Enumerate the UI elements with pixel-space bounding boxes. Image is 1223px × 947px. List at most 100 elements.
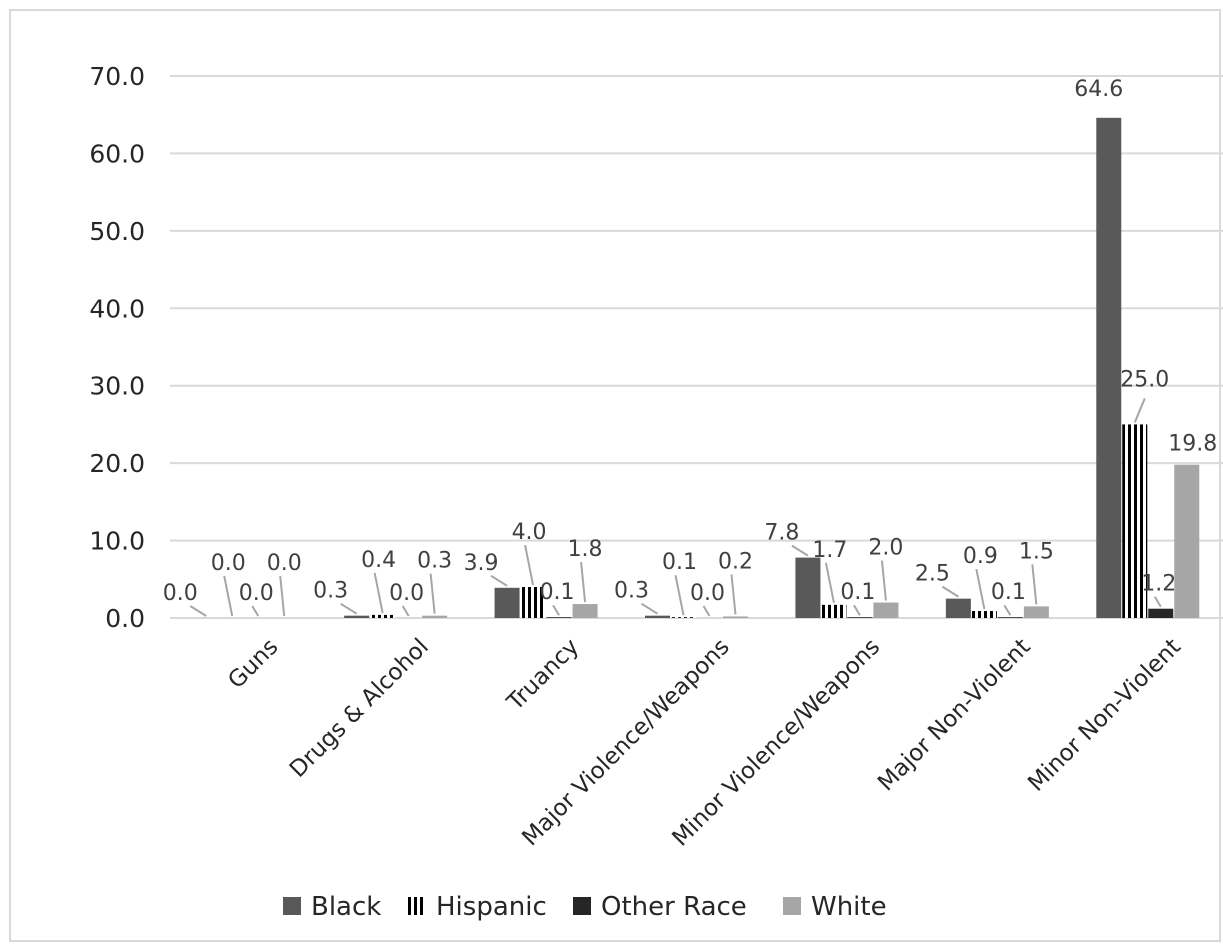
label-leader <box>429 573 436 614</box>
x-tick-label-minor-non-violent: Minor Non-Violent <box>1023 634 1186 797</box>
label-leader <box>640 602 659 615</box>
label-leader <box>490 574 508 587</box>
y-axis-ticks: 0.0 10.0 20.0 30.0 40.0 50.0 60.0 70.0 <box>89 62 145 633</box>
data-label-hispanic-minor-non-violent: 25.0 <box>1120 367 1169 392</box>
data-label-hispanic-drugs-alcohol: 0.4 <box>361 548 396 573</box>
data-label-black-truancy: 3.9 <box>464 551 499 576</box>
label-leaders <box>189 398 1162 617</box>
bar-other-race-truancy <box>546 617 572 618</box>
x-tick-label-truancy: Truancy <box>502 634 584 716</box>
bar-black-major-violence-weapons <box>645 615 670 618</box>
bars <box>344 117 1200 618</box>
label-leader <box>401 605 410 617</box>
data-label-black-drugs-alcohol: 0.3 <box>313 579 348 604</box>
x-tick-label-guns: Guns <box>223 634 283 694</box>
label-leader <box>1133 398 1146 423</box>
data-label-black-minor-non-violent: 64.6 <box>1074 77 1123 102</box>
label-leader <box>580 561 587 603</box>
label-leader <box>223 575 234 617</box>
y-tick-label: 10.0 <box>89 527 145 556</box>
label-leader <box>853 604 861 616</box>
bar-white-major-violence-weapons <box>723 616 748 618</box>
y-tick-label: 60.0 <box>89 139 145 168</box>
label-leader <box>1153 596 1162 608</box>
data-label-black-guns: 0.0 <box>163 581 198 606</box>
bar-black-major-non-violent <box>945 598 971 618</box>
legend-label-hispanic: Hispanic <box>436 892 547 922</box>
legend: Black Hispanic Other Race White <box>283 892 887 922</box>
bar-white-drugs-alcohol <box>422 615 448 618</box>
bar-other-race-minor-non-violent <box>1148 608 1174 618</box>
bar-black-drugs-alcohol <box>344 615 370 618</box>
bar-hispanic-minor-violence-weapons <box>821 604 847 618</box>
data-label-white-major-non-violent: 1.5 <box>1019 539 1054 564</box>
label-leader <box>279 575 286 617</box>
data-label-other-race-minor-non-violent: 1.2 <box>1141 572 1176 597</box>
data-label-hispanic-guns: 0.0 <box>211 551 246 576</box>
label-leader <box>824 562 835 604</box>
data-label-other-race-guns: 0.0 <box>239 581 274 606</box>
data-label-hispanic-minor-violence-weapons: 1.7 <box>812 538 847 563</box>
gridlines <box>170 75 1223 619</box>
data-label-black-major-non-violent: 2.5 <box>915 562 950 587</box>
data-label-white-minor-non-violent: 19.8 <box>1168 432 1217 457</box>
x-tick-label-drugs-alcohol: Drugs & Alcohol <box>285 634 434 783</box>
bar-white-major-non-violent <box>1023 606 1049 618</box>
label-leader <box>524 544 535 586</box>
data-label-white-major-violence-weapons: 0.2 <box>718 549 753 574</box>
data-labels: 0.0 0.0 0.0 0.0 0.3 0.4 0.0 0.3 3.9 4.0 0.1 1.8 0.3 0… <box>163 77 1218 606</box>
bar-black-truancy <box>494 587 520 618</box>
legend-label-other-race: Other Race <box>601 892 747 922</box>
data-label-black-minor-violence-weapons: 7.8 <box>764 521 799 546</box>
legend-label-white: White <box>811 892 887 922</box>
data-label-other-race-truancy: 0.1 <box>540 580 575 605</box>
y-tick-label: 50.0 <box>89 217 145 246</box>
data-label-other-race-minor-violence-weapons: 0.1 <box>840 580 875 605</box>
bar-hispanic-truancy <box>520 587 546 618</box>
data-label-other-race-drugs-alcohol: 0.0 <box>389 581 424 606</box>
data-label-white-minor-violence-weapons: 2.0 <box>868 536 903 561</box>
chart-border <box>9 9 1221 942</box>
legend-swatch-white <box>783 897 801 915</box>
bar-white-minor-non-violent <box>1174 464 1200 618</box>
label-leader <box>702 605 711 617</box>
label-leader <box>251 605 260 617</box>
label-leader <box>941 585 959 598</box>
label-leader <box>791 544 809 557</box>
legend-swatch-other-race <box>573 897 591 915</box>
y-tick-label: 20.0 <box>89 449 145 478</box>
bar-hispanic-major-non-violent <box>971 611 997 618</box>
y-tick-label: 30.0 <box>89 372 145 401</box>
x-tick-label-major-non-violent: Major Non-Violent <box>873 634 1036 797</box>
bar-black-minor-violence-weapons <box>795 557 821 618</box>
bar-white-minor-violence-weapons <box>873 602 899 618</box>
bar-white-truancy <box>572 604 598 618</box>
y-tick-label: 0.0 <box>105 604 145 633</box>
data-label-white-truancy: 1.8 <box>568 537 603 562</box>
label-leader <box>1031 564 1038 605</box>
label-leader <box>373 572 384 614</box>
data-label-hispanic-major-violence-weapons: 0.1 <box>662 550 697 575</box>
label-leader <box>552 604 560 616</box>
bar-hispanic-minor-non-violent <box>1122 424 1148 618</box>
y-tick-label: 40.0 <box>89 294 145 323</box>
bar-hispanic-drugs-alcohol <box>370 614 396 618</box>
bar-other-race-minor-violence-weapons <box>847 617 873 618</box>
label-leader <box>189 605 207 617</box>
legend-label-black: Black <box>311 892 381 922</box>
legend-swatch-black <box>283 897 301 915</box>
data-label-black-major-violence-weapons: 0.3 <box>614 579 649 604</box>
label-leader <box>975 568 986 610</box>
data-label-white-guns: 0.0 <box>267 551 302 576</box>
y-tick-label: 70.0 <box>89 62 145 91</box>
bar-other-race-major-non-violent <box>997 617 1023 618</box>
legend-swatch-hispanic <box>408 897 426 915</box>
data-label-other-race-major-non-violent: 0.1 <box>991 580 1026 605</box>
label-leader <box>674 575 685 616</box>
label-leader <box>340 602 358 615</box>
bar-hispanic-major-violence-weapons <box>671 617 696 618</box>
data-label-white-drugs-alcohol: 0.3 <box>417 549 452 574</box>
